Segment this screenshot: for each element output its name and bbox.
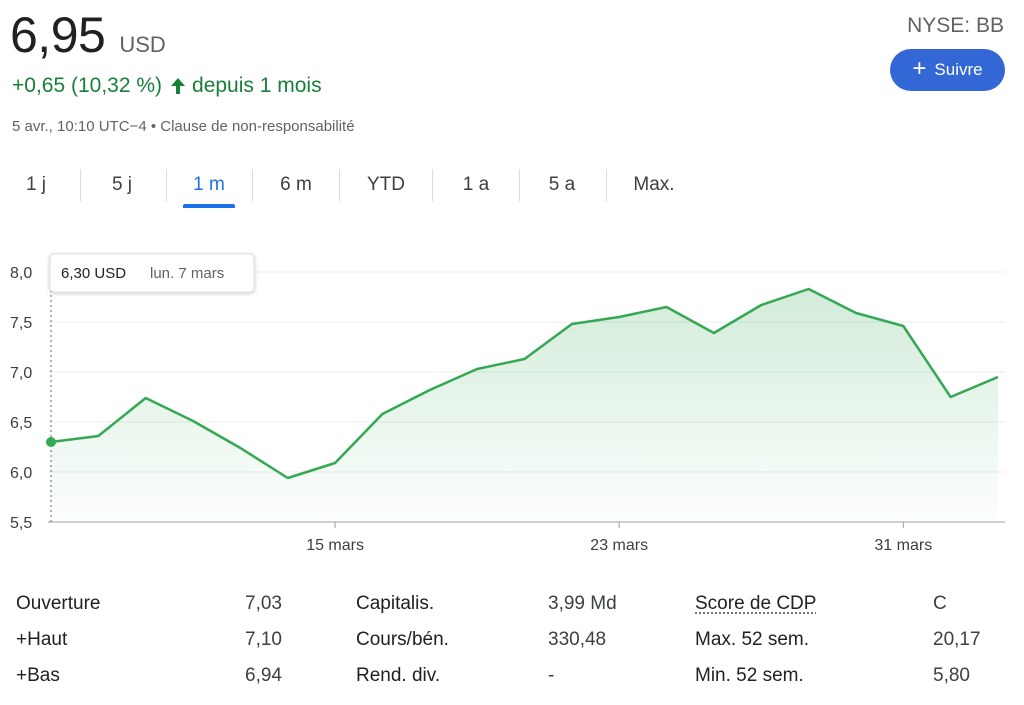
change-period: depuis 1 mois — [192, 74, 322, 97]
y-tick-label: 7,0 — [10, 365, 32, 382]
tab-label: Max. — [633, 174, 675, 195]
tab-label: 6 m — [280, 174, 312, 195]
stat-label-52w-low: Min. 52 sem. — [695, 665, 804, 686]
current-price: 6,95 — [10, 7, 106, 63]
tab-divider — [606, 169, 607, 201]
tab-label: 5 a — [548, 174, 576, 195]
price-chart[interactable]: 8,07,57,06,56,05,515 mars 23 mars 31 mars … — [0, 240, 1024, 570]
x-tick-label: 23 mars — [590, 537, 648, 554]
tab-label: 5 j — [111, 174, 133, 195]
tab-divider — [80, 169, 81, 201]
tab-label: 1 a — [462, 174, 490, 195]
tab-label: 1 j — [25, 174, 47, 195]
tab-label: 1 m — [193, 174, 225, 195]
change-value: +0,65 (10,32 %) — [12, 74, 163, 97]
tab-ytd[interactable]: YTD — [356, 164, 416, 208]
tooltip-value: 6,30 USD — [61, 265, 126, 282]
x-tick-label: 31 mars — [874, 537, 932, 554]
hover-point — [46, 437, 56, 447]
stat-label-open: Ouverture — [16, 593, 101, 614]
stat-label-market-cap: Capitalis. — [356, 593, 435, 614]
stat-label-low: +Bas — [16, 665, 60, 686]
tooltip-date: lun. 7 mars — [150, 265, 224, 282]
stat-value-div-yield: - — [548, 665, 555, 686]
tooltip: 6,30 USD lun. 7 mars — [49, 253, 255, 293]
tab-divider — [166, 169, 167, 201]
y-tick-label: 6,0 — [10, 465, 32, 482]
exchange-ticker: NYSE: BB — [907, 14, 1004, 37]
stat-value-low: 6,94 — [245, 665, 282, 686]
price-area — [51, 289, 998, 522]
tab-1y[interactable]: 1 a — [448, 164, 504, 208]
stat-value-open: 7,03 — [245, 593, 282, 614]
quote-meta: 5 avr., 10:10 UTC−4 • Clause de non-resp… — [12, 118, 355, 135]
tab-1m[interactable]: 1 m — [183, 164, 235, 208]
stat-label-52w-high: Max. 52 sem. — [695, 629, 810, 650]
stat-label-cdp-score[interactable]: Score de CDP — [695, 593, 817, 614]
stat-label-pe-ratio: Cours/bén. — [356, 629, 449, 650]
follow-button-label: Suivre — [934, 60, 983, 79]
tooltip-box — [49, 253, 255, 293]
arrow-up-icon — [170, 77, 186, 95]
tab-5d[interactable]: 5 j — [94, 164, 150, 208]
tab-5y[interactable]: 5 a — [534, 164, 590, 208]
price-line — [50, 287, 999, 480]
meta-separator: • — [146, 118, 161, 135]
plus-icon: + — [912, 55, 927, 82]
y-tick-label: 8,0 — [10, 265, 32, 282]
x-tick-label: 15 mars — [306, 537, 364, 554]
disclaimer-link[interactable]: Clause de non-responsabilité — [160, 118, 355, 135]
price-currency: USD — [119, 32, 166, 57]
quote-timestamp: 5 avr., 10:10 UTC−4 — [12, 118, 147, 135]
tab-label: YTD — [367, 174, 405, 195]
tab-divider — [252, 169, 253, 201]
y-tick-label: 5,5 — [10, 515, 32, 532]
tab-divider — [519, 169, 520, 201]
active-tab-indicator — [183, 204, 235, 208]
y-tick-label: 6,5 — [10, 415, 32, 432]
stat-value-pe-ratio: 330,48 — [548, 629, 607, 650]
stat-value-high: 7,10 — [245, 629, 282, 650]
tab-1d[interactable]: 1 j — [8, 164, 64, 208]
y-tick-label: 7,5 — [10, 315, 32, 332]
price-row: 6,95 USD — [10, 6, 166, 64]
price-change: +0,65 (10,32 %) depuis 1 mois — [12, 74, 322, 98]
range-tabs: 1 j 5 j 1 m 6 m YTD 1 a 5 a Max. — [0, 164, 700, 208]
stat-label-div-yield: Rend. div. — [356, 665, 441, 686]
stat-value-cdp-score: C — [933, 593, 947, 614]
stat-value-52w-high: 20,17 — [933, 629, 981, 650]
stat-label-high: +Haut — [16, 629, 68, 650]
tab-divider — [339, 169, 340, 201]
follow-button[interactable]: + Suivre — [890, 49, 1005, 91]
tab-6m[interactable]: 6 m — [266, 164, 326, 208]
tab-max[interactable]: Max. — [622, 164, 686, 208]
stat-value-market-cap: 3,99 Md — [548, 593, 617, 614]
stat-value-52w-low: 5,80 — [933, 665, 970, 686]
tab-divider — [432, 169, 433, 201]
